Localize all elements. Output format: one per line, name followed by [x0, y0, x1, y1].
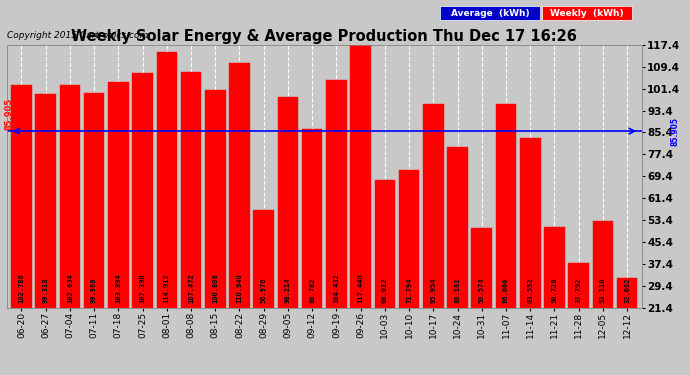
Bar [205, 90, 226, 308]
Text: 102.634: 102.634 [67, 274, 73, 303]
Text: 103.894: 103.894 [115, 274, 121, 303]
FancyBboxPatch shape [542, 6, 632, 20]
Bar [253, 210, 274, 308]
Text: 95.954: 95.954 [431, 278, 436, 303]
Text: 100.808: 100.808 [213, 274, 218, 303]
Bar [181, 72, 201, 308]
Bar [326, 81, 346, 308]
Bar [593, 221, 613, 308]
Text: 114.912: 114.912 [164, 274, 170, 303]
Text: 56.976: 56.976 [261, 278, 267, 303]
Text: 85.905: 85.905 [670, 117, 679, 146]
Text: 86.762: 86.762 [309, 278, 315, 303]
Text: 37.792: 37.792 [575, 278, 582, 303]
Text: 110.940: 110.940 [237, 274, 242, 303]
Bar [108, 82, 128, 308]
Text: 107.472: 107.472 [188, 274, 194, 303]
Text: Copyright 2015 Cartronics.com: Copyright 2015 Cartronics.com [7, 31, 148, 40]
Bar [447, 147, 468, 308]
Text: 50.728: 50.728 [551, 278, 558, 303]
Bar [277, 98, 298, 308]
Bar [617, 278, 638, 308]
Text: 50.574: 50.574 [479, 278, 485, 303]
Bar [229, 63, 250, 308]
Text: 99.968: 99.968 [91, 278, 97, 303]
Bar [495, 104, 516, 308]
Title: Weekly Solar Energy & Average Production Thu Dec 17 16:26: Weekly Solar Energy & Average Production… [71, 29, 578, 44]
Text: 53.110: 53.110 [600, 278, 606, 303]
Text: 96.000: 96.000 [503, 278, 509, 303]
Text: 104.432: 104.432 [333, 274, 339, 303]
Bar [83, 93, 104, 308]
Text: 32.062: 32.062 [624, 278, 630, 303]
Bar [132, 73, 153, 308]
Text: Weekly  (kWh): Weekly (kWh) [550, 9, 624, 18]
Text: 71.794: 71.794 [406, 278, 412, 303]
Bar [399, 170, 420, 308]
Text: 107.190: 107.190 [139, 274, 146, 303]
FancyBboxPatch shape [440, 6, 540, 20]
Bar [520, 138, 540, 308]
Bar [375, 180, 395, 308]
Text: 83.552: 83.552 [527, 278, 533, 303]
Text: 98.214: 98.214 [285, 278, 291, 303]
Bar [59, 86, 80, 308]
Bar [157, 52, 177, 308]
Bar [544, 227, 565, 308]
Text: 85.905: 85.905 [5, 98, 14, 130]
Text: 68.012: 68.012 [382, 278, 388, 303]
Bar [471, 228, 492, 308]
Bar [302, 129, 322, 308]
Bar [35, 94, 56, 308]
Text: 117.448: 117.448 [357, 274, 364, 303]
Bar [423, 104, 444, 308]
Text: 80.102: 80.102 [455, 278, 460, 303]
Text: 102.786: 102.786 [19, 274, 24, 303]
Bar [569, 262, 589, 308]
Text: Average  (kWh): Average (kWh) [451, 9, 529, 18]
Bar [11, 85, 32, 308]
Bar [351, 45, 371, 308]
Text: 99.318: 99.318 [43, 278, 49, 303]
